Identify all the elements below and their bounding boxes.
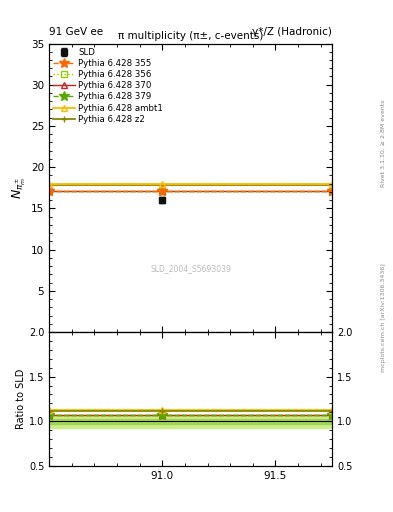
Pythia 6.428 356 — [160, 188, 165, 195]
Pythia 6.428 370 — [47, 188, 51, 194]
Pythia 6.428 ambt1 — [160, 181, 165, 187]
Line: Pythia 6.428 ambt1: Pythia 6.428 ambt1 — [46, 181, 336, 187]
Text: mcplots.cern.ch [arXiv:1306.3436]: mcplots.cern.ch [arXiv:1306.3436] — [381, 263, 386, 372]
Text: Rivet 3.1.10, ≥ 2.8M events: Rivet 3.1.10, ≥ 2.8M events — [381, 100, 386, 187]
Bar — [49, 419, 332, 424]
Pythia 6.428 ambt1 — [330, 181, 334, 187]
Line: Pythia 6.428 356: Pythia 6.428 356 — [46, 188, 336, 195]
Y-axis label: $N_{\pi^{\pm}_{m}}$: $N_{\pi^{\pm}_{m}}$ — [11, 177, 28, 199]
Pythia 6.428 356 — [330, 188, 334, 195]
Pythia 6.428 379 — [47, 188, 51, 194]
Pythia 6.428 355 — [160, 187, 165, 194]
Line: Pythia 6.428 379: Pythia 6.428 379 — [44, 186, 337, 196]
Pythia 6.428 z2 — [47, 182, 51, 188]
Text: 91 GeV ee: 91 GeV ee — [49, 27, 103, 37]
Line: Pythia 6.428 370: Pythia 6.428 370 — [46, 187, 336, 195]
Legend: SLD, Pythia 6.428 355, Pythia 6.428 356, Pythia 6.428 370, Pythia 6.428 379, Pyt: SLD, Pythia 6.428 355, Pythia 6.428 356,… — [52, 46, 165, 125]
Pythia 6.428 370 — [330, 188, 334, 194]
Pythia 6.428 ambt1 — [47, 181, 51, 187]
Text: SLD_2004_S5693039: SLD_2004_S5693039 — [150, 264, 231, 273]
Text: γ*/Z (Hadronic): γ*/Z (Hadronic) — [252, 27, 332, 37]
Title: π multiplicity (π±, c-events): π multiplicity (π±, c-events) — [118, 31, 263, 41]
Line: Pythia 6.428 z2: Pythia 6.428 z2 — [46, 181, 336, 188]
Pythia 6.428 379 — [160, 188, 165, 194]
Pythia 6.428 355 — [47, 187, 51, 194]
Bar — [49, 415, 332, 428]
Pythia 6.428 z2 — [330, 182, 334, 188]
Line: Pythia 6.428 355: Pythia 6.428 355 — [44, 186, 337, 196]
Pythia 6.428 379 — [330, 188, 334, 194]
Y-axis label: Ratio to SLD: Ratio to SLD — [16, 369, 26, 429]
Pythia 6.428 z2 — [160, 182, 165, 188]
Pythia 6.428 356 — [47, 188, 51, 195]
Pythia 6.428 355 — [330, 187, 334, 194]
Pythia 6.428 370 — [160, 188, 165, 194]
